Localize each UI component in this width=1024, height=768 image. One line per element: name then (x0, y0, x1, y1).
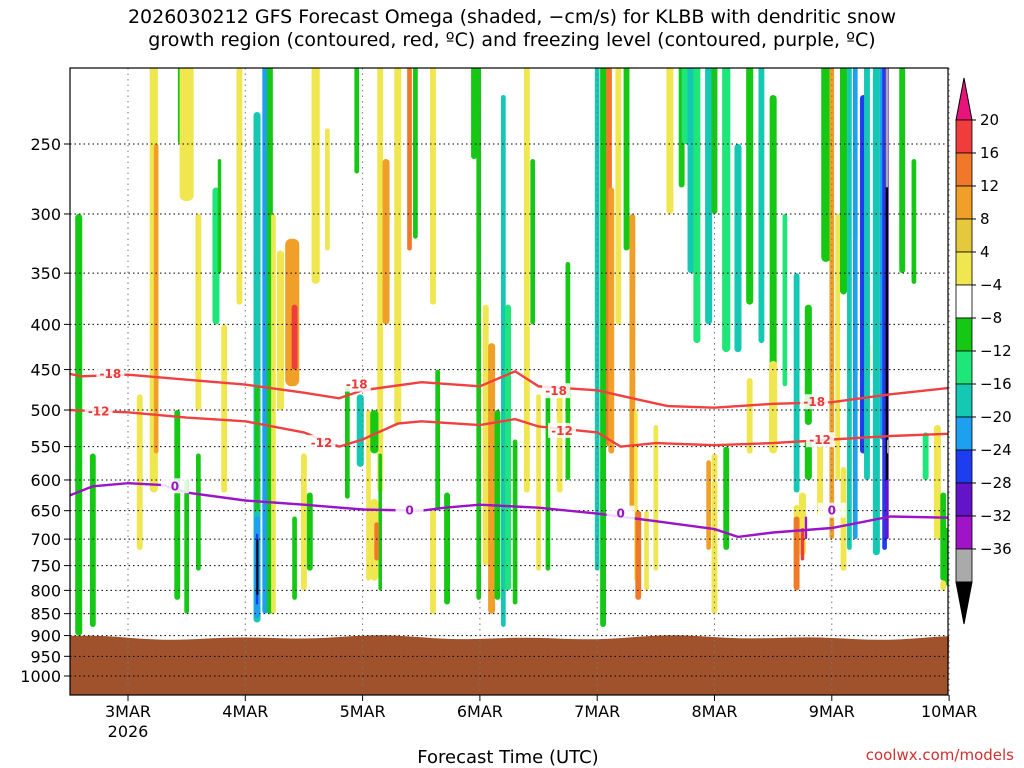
chart-title: 2026030212 GFS Forecast Omega (shaded, −… (0, 6, 1024, 52)
chart-title-line2: growth region (contoured, red, ºC) and f… (148, 29, 876, 51)
y-tick-label: 1000 (20, 667, 61, 686)
y-tick-label: 400 (30, 315, 61, 334)
contour-label-bg (542, 383, 571, 399)
x-tick-label: 3MAR (105, 702, 151, 721)
y-axis-ticks: 250 300 350 400 450 500 550 600 650 700 750 800 850 9… (20, 135, 70, 686)
y-tick-label: 800 (30, 581, 61, 600)
colorbar-segment (955, 350, 973, 385)
colorbar-segment (955, 185, 973, 220)
colorbar-level-label: −12 (980, 342, 1012, 360)
colorbar-level-label: −28 (980, 474, 1012, 492)
y-tick-label: 300 (30, 205, 61, 224)
contour-label: 0 (171, 479, 179, 493)
colorbar-level-label: −4 (980, 276, 1002, 294)
y-tick-label: 700 (30, 530, 61, 549)
colorbar-segment (955, 119, 973, 154)
y-tick-label: 500 (30, 401, 61, 420)
colorbar-top-arrow (955, 77, 973, 121)
dgz-minus18-line (70, 369, 948, 409)
x-axis-ticks: 3MAR 4MAR 5MAR 6MAR 7MAR 8MAR 9MAR 10MAR 2026 (105, 695, 977, 741)
x-year-label: 2026 (108, 722, 149, 741)
terrain (69, 635, 950, 695)
colorbar-level-label: 8 (980, 210, 990, 228)
colorbar-level-label: 20 (980, 111, 999, 129)
y-tick-label: 550 (30, 438, 61, 457)
credit-text: coolwx.com/models (866, 746, 1014, 764)
y-tick-label: 450 (30, 361, 61, 380)
contour-label: -12 (551, 424, 573, 438)
contour-label-bg (342, 376, 371, 392)
y-tick-label: 250 (30, 135, 61, 154)
contour-label: 0 (616, 507, 624, 521)
contour-label: -12 (88, 405, 110, 419)
colorbar-segment (955, 218, 973, 253)
colorbar: 20 16 12 8 4 −4 −8 −12 −16 −20 −24 −28 −32 −36 (955, 77, 1012, 625)
colorbar-segment (955, 317, 973, 352)
y-tick-label: 600 (30, 471, 61, 490)
colorbar-segment (955, 449, 973, 484)
y-tick-label: 900 (30, 627, 61, 646)
x-tick-label: 5MAR (340, 702, 386, 721)
colorbar-bottom-arrow (955, 581, 973, 625)
y-tick-label: 750 (30, 557, 61, 576)
chart-title-line1: 2026030212 GFS Forecast Omega (shaded, −… (127, 6, 897, 28)
y-tick-label: 350 (30, 264, 61, 283)
colorbar-level-label: −36 (980, 540, 1012, 558)
contour-label-bg (307, 435, 336, 451)
y-tick-label: 850 (30, 605, 61, 624)
colorbar-segment (955, 515, 973, 550)
y-tick-label: 950 (30, 647, 61, 666)
x-tick-label: 8MAR (691, 702, 737, 721)
colorbar-segment (955, 152, 973, 187)
x-tick-label: 10MAR (921, 702, 977, 721)
colorbar-segment (955, 416, 973, 451)
x-tick-label: 7MAR (574, 702, 620, 721)
colorbar-segment (955, 251, 973, 286)
colorbar-segment (955, 482, 973, 517)
contour-label-bg (548, 422, 577, 438)
contour-label-bg (606, 505, 635, 521)
contour-label: 0 (405, 504, 413, 518)
contour-label-bg (800, 394, 829, 410)
x-tick-label: 9MAR (809, 702, 855, 721)
colorbar-segment (955, 548, 973, 583)
plot-frame (69, 67, 949, 696)
colorbar-level-label: −8 (980, 309, 1002, 327)
colorbar-level-label: −20 (980, 408, 1012, 426)
terrain-area (69, 635, 950, 695)
colorbar-level-label: 16 (980, 144, 999, 162)
contour-label: -18 (545, 384, 567, 398)
contour-label-bg (160, 478, 189, 494)
colorbar-level-label: −16 (980, 375, 1012, 393)
colorbar-level-label: −32 (980, 507, 1012, 525)
contour-label: -12 (311, 436, 333, 450)
contour-label: -12 (809, 433, 831, 447)
contour-label-bg (817, 502, 846, 518)
contour-label-bg (806, 432, 835, 448)
x-axis-label: Forecast Time (UTC) (417, 747, 598, 768)
colorbar-segment (955, 383, 973, 418)
dgz-minus12-line (70, 408, 948, 448)
contour-label-bg (96, 365, 125, 381)
colorbar-level-label: 12 (980, 177, 999, 195)
contour-label: 0 (828, 504, 836, 518)
contour-lines: -18 -18 -18 -18 -12 -12 -12 -12 0 0 0 0 (70, 365, 948, 539)
contour-label-bg (84, 403, 113, 419)
colorbar-level-label: 4 (980, 243, 990, 261)
x-tick-label: 6MAR (457, 702, 503, 721)
colorbar-level-label: −24 (980, 441, 1012, 459)
y-tick-label: 650 (30, 502, 61, 521)
contour-label: -18 (100, 367, 122, 381)
x-tick-label: 4MAR (222, 702, 268, 721)
omega-shading (75, 68, 948, 636)
contour-label-bg (395, 502, 424, 518)
contour-label: -18 (803, 395, 825, 409)
colorbar-segment (955, 284, 973, 319)
contour-label: -18 (346, 378, 368, 392)
